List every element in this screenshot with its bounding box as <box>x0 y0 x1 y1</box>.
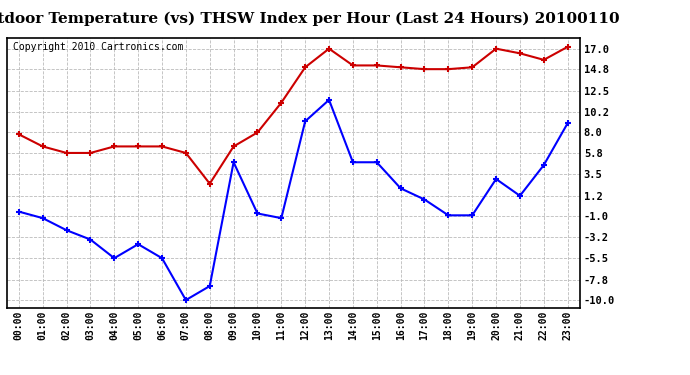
Text: Copyright 2010 Cartronics.com: Copyright 2010 Cartronics.com <box>12 42 183 51</box>
Text: Outdoor Temperature (vs) THSW Index per Hour (Last 24 Hours) 20100110: Outdoor Temperature (vs) THSW Index per … <box>0 11 620 26</box>
